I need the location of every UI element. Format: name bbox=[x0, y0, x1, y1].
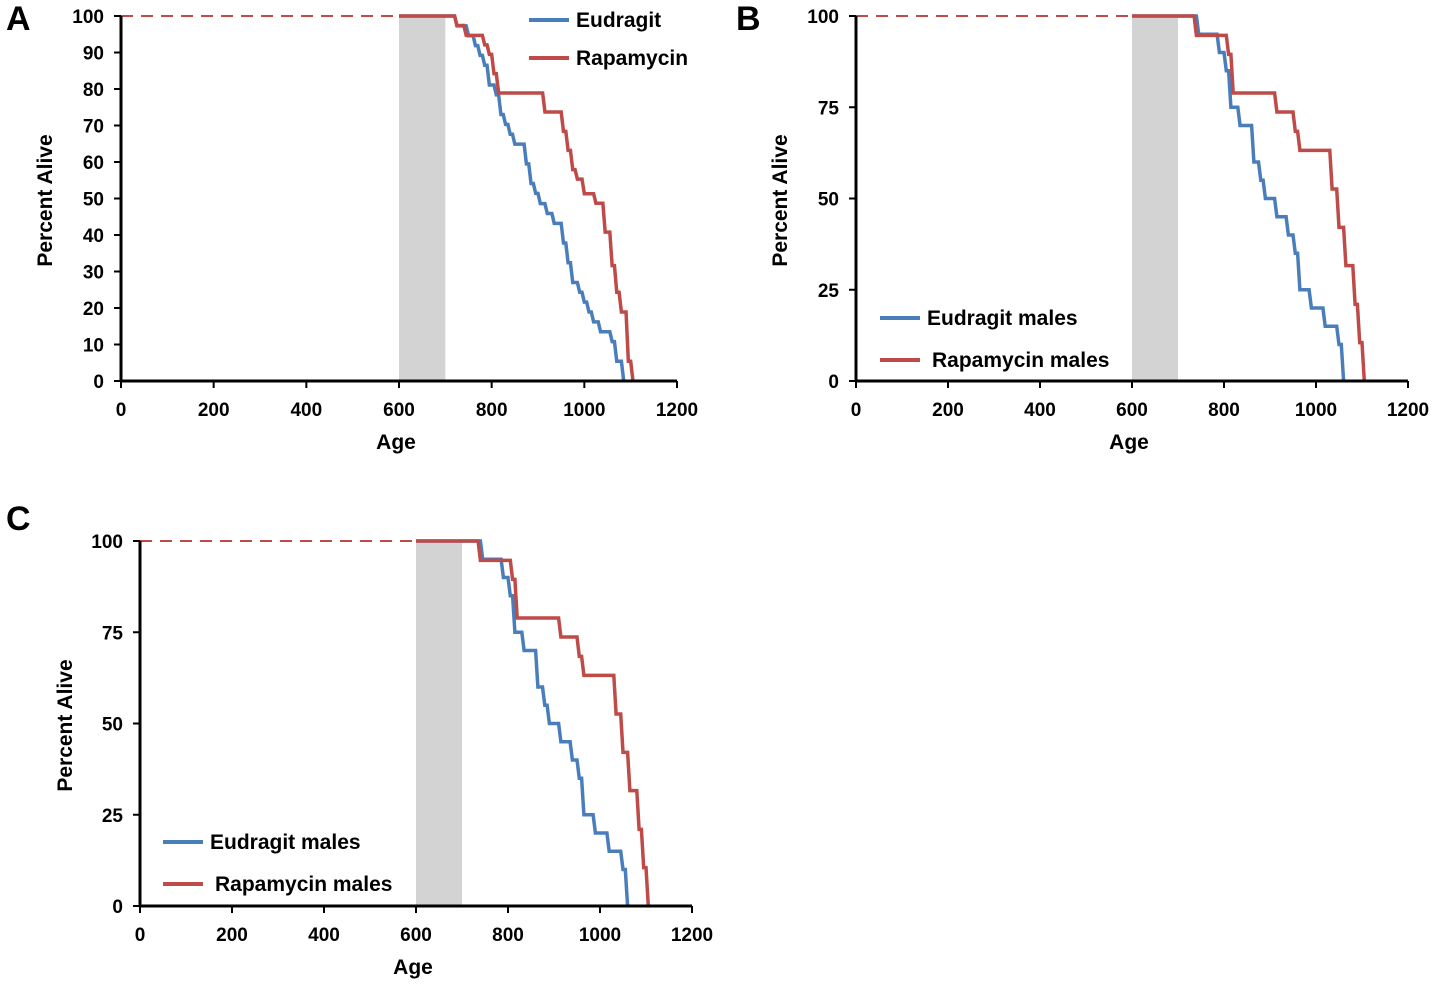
y-tick-label: 100 bbox=[91, 532, 123, 553]
panel-letter: B bbox=[736, 0, 761, 38]
chart-panel-c: C 0 200 400 600 800 1000 1200 0 25 50 75 100 Age Perce… bbox=[6, 500, 713, 979]
y-tick-label: 10 bbox=[83, 336, 104, 357]
series-line-rapamycin-males bbox=[1132, 14, 1367, 382]
y-tick-label: 20 bbox=[83, 299, 104, 320]
legend-label: Rapamycin males bbox=[215, 873, 392, 896]
y-tick-label: 50 bbox=[102, 715, 123, 736]
y-tick-label: 100 bbox=[72, 7, 104, 28]
x-axis-title: Age bbox=[393, 956, 433, 979]
x-tick-label: 400 bbox=[1024, 400, 1056, 421]
x-tick-label: 600 bbox=[1116, 400, 1148, 421]
legend: Eudragit Rapamycin bbox=[529, 9, 688, 70]
x-tick-label: 600 bbox=[400, 925, 432, 946]
y-axis-title: Percent Alive bbox=[54, 659, 77, 791]
x-tick-label: 1000 bbox=[563, 400, 605, 421]
y-tick-label: 70 bbox=[83, 117, 104, 138]
series-line-rapamycin bbox=[399, 14, 635, 382]
x-tick-label: 200 bbox=[932, 400, 964, 421]
y-tick-label: 60 bbox=[83, 153, 104, 174]
chart-panel-b: B 0 200 400 600 800 1000 1200 0 25 50 75 100 Age Perce… bbox=[736, 0, 1429, 454]
panel-letter: C bbox=[6, 500, 31, 538]
x-tick-label: 1000 bbox=[1295, 400, 1337, 421]
y-tick-label: 50 bbox=[83, 190, 104, 211]
series-line-eudragit bbox=[399, 14, 626, 382]
y-tick-label: 25 bbox=[818, 281, 840, 302]
x-tick-label: 0 bbox=[851, 400, 862, 421]
treatment-shaded-region bbox=[416, 541, 462, 906]
x-tick-label: 600 bbox=[383, 400, 415, 421]
x-tick-label: 200 bbox=[198, 400, 230, 421]
x-axis-title: Age bbox=[1109, 431, 1149, 454]
panel-letter: A bbox=[6, 0, 31, 38]
legend-label: Eudragit males bbox=[210, 831, 361, 854]
y-tick-label: 100 bbox=[807, 7, 839, 28]
y-tick-label: 80 bbox=[83, 80, 104, 101]
x-tick-label: 1200 bbox=[1387, 400, 1429, 421]
x-tick-label: 800 bbox=[492, 925, 524, 946]
x-tick-label: 200 bbox=[216, 925, 248, 946]
x-tick-label: 0 bbox=[135, 925, 146, 946]
series-line-eudragit-males bbox=[1132, 14, 1346, 382]
series-line-rapamycin-males bbox=[416, 539, 651, 907]
y-tick-label: 40 bbox=[83, 226, 104, 247]
legend: Eudragit males Rapamycin males bbox=[880, 307, 1109, 372]
x-tick-label: 400 bbox=[308, 925, 340, 946]
y-tick-label: 50 bbox=[818, 190, 839, 211]
treatment-shaded-region bbox=[1132, 16, 1178, 381]
x-tick-label: 1000 bbox=[579, 925, 621, 946]
x-axis-title: Age bbox=[376, 431, 416, 454]
y-tick-label: 75 bbox=[818, 98, 840, 119]
x-tick-label: 400 bbox=[290, 400, 322, 421]
x-tick-label: 1200 bbox=[656, 400, 698, 421]
x-tick-label: 800 bbox=[476, 400, 508, 421]
legend-label: Rapamycin males bbox=[932, 349, 1109, 372]
y-axis-title: Percent Alive bbox=[34, 134, 57, 266]
legend-label: Rapamycin bbox=[576, 47, 688, 70]
legend-label: Eudragit bbox=[576, 9, 661, 32]
x-tick-label: 1200 bbox=[671, 925, 713, 946]
legend: Eudragit males Rapamycin males bbox=[163, 831, 392, 896]
y-tick-label: 75 bbox=[102, 623, 124, 644]
y-tick-label: 90 bbox=[83, 44, 104, 65]
chart-panel-a: A 0 200 400 600 800 1000 1200 0 10 20 30 40 50 60 70 80 9… bbox=[6, 0, 698, 454]
y-tick-label: 0 bbox=[828, 372, 839, 393]
x-tick-label: 0 bbox=[116, 400, 127, 421]
legend-label: Eudragit males bbox=[927, 307, 1078, 330]
x-tick-label: 800 bbox=[1208, 400, 1240, 421]
y-axis-title: Percent Alive bbox=[769, 134, 792, 266]
y-tick-label: 25 bbox=[102, 806, 124, 827]
treatment-shaded-region bbox=[399, 16, 446, 381]
series-line-eudragit-males bbox=[416, 539, 630, 907]
y-tick-label: 0 bbox=[93, 372, 104, 393]
y-tick-label: 0 bbox=[112, 897, 123, 918]
y-tick-label: 30 bbox=[83, 263, 104, 284]
